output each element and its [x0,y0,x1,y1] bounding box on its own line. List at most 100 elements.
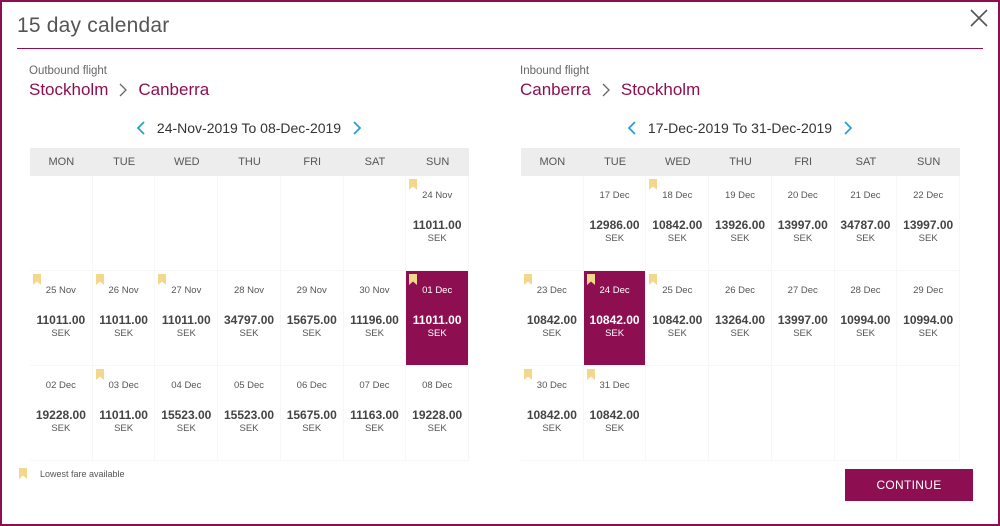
day-currency: SEK [114,423,134,434]
day-currency: SEK [364,423,384,434]
prev-arrow-icon[interactable] [135,120,147,136]
weekday-fri: FRI [794,156,813,168]
bookmark-icon [158,274,167,285]
day-currency: SEK [667,233,687,244]
day-cell[interactable]: 02 Dec 19228.00 SEK [30,366,92,460]
weekday-header: MON TUE WED THU FRI SAT SUN [521,148,960,176]
day-cell[interactable]: 28 Nov 34797.00 SEK [218,271,280,365]
day-price: 13997.00 [777,313,828,327]
empty-day-cell [646,366,709,460]
day-date: 05 Dec [233,380,265,391]
outbound-label: Outbound flight [29,65,108,77]
day-cell[interactable]: 05 Dec 15523.00 SEK [218,366,280,460]
day-currency: SEK [176,328,196,339]
continue-button[interactable]: CONTINUE [845,469,973,501]
calendar-week: 23 Dec 10842.00 SEK 24 Dec 10842.00 SEK 25 Dec… [521,271,960,366]
day-date: 24 Dec [599,285,630,296]
day-cell[interactable]: 27 Nov 11011.00 SEK [155,271,218,365]
inbound-range-nav: 17-Dec-2019 To 31-Dec-2019 [520,120,960,136]
day-date: 17 Dec [599,190,630,201]
outbound-panel: Outbound flight Stockholm Canberra 24-No… [29,60,469,461]
selected-day-cell[interactable]: 24 Dec 10842.00 SEK [583,271,646,365]
legend: Lowest fare available [19,468,125,479]
day-currency: SEK [51,423,71,434]
day-price: 34797.00 [223,313,275,327]
inbound-origin: Canberra [520,80,591,99]
day-cell[interactable]: 18 Dec 10842.00 SEK [646,176,709,270]
chevron-right-icon [119,83,128,97]
day-price: 10842.00 [526,313,577,327]
bookmark-icon [524,369,532,380]
day-date: 04 Dec [171,380,202,391]
day-date: 02 Dec [45,380,76,391]
day-cell[interactable]: 24 Nov 11011.00 SEK [406,176,469,270]
prev-arrow-icon[interactable] [626,120,638,136]
day-cell[interactable]: 31 Dec 10842.00 SEK [583,366,646,460]
day-cell[interactable]: 22 Dec 13997.00 SEK [897,176,960,270]
day-cell[interactable]: 06 Dec 15675.00 SEK [280,366,343,460]
day-currency: SEK [427,423,447,434]
weekday-sat: SAT [364,156,386,168]
day-cell[interactable]: 29 Dec 10994.00 SEK [897,271,960,365]
outbound-route: Stockholm Canberra [29,79,469,101]
calendar-week: 24 Nov 11011.00 SEK [30,176,469,271]
empty-day-cell [709,366,771,460]
day-date: 22 Dec [913,190,944,201]
day-currency: SEK [542,423,562,434]
day-cell[interactable]: 30 Nov 11196.00 SEK [343,271,406,365]
outbound-range-nav: 24-Nov-2019 To 08-Dec-2019 [29,120,469,136]
bookmark-icon [586,369,595,380]
day-date: 20 Dec [787,190,818,201]
empty-day-cell [92,176,155,270]
day-cell[interactable]: 29 Nov 15675.00 SEK [280,271,343,365]
day-cell[interactable]: 26 Nov 11011.00 SEK [92,271,155,365]
selected-day-cell[interactable]: 01 Dec 11011.00 SEK [406,271,469,365]
day-date: 03 Dec [108,380,139,391]
next-arrow-icon[interactable] [842,120,854,136]
inbound-destination: Stockholm [620,80,701,99]
day-date: 26 Nov [108,285,139,296]
day-currency: SEK [605,328,625,339]
day-cell[interactable]: 03 Dec 11011.00 SEK [92,366,155,460]
next-arrow-icon[interactable] [351,120,363,136]
inbound-calendar: MON TUE WED THU FRI SAT SUN 17 Dec 12986.… [521,148,960,461]
weekday-thu: THU [238,156,261,168]
day-cell[interactable]: 28 Dec 10994.00 SEK [834,271,897,365]
day-price: 11011.00 [36,313,86,327]
day-cell[interactable]: 08 Dec 19228.00 SEK [406,366,469,460]
day-cell[interactable]: 21 Dec 34787.00 SEK [834,176,897,270]
day-cell[interactable]: 26 Dec 13264.00 SEK [709,271,771,365]
weekday-wed: WED [664,156,691,168]
day-cell[interactable]: 19 Dec 13926.00 SEK [709,176,771,270]
day-price: 19228.00 [35,408,86,422]
day-price: 10842.00 [652,218,703,232]
day-cell[interactable]: 30 Dec 10842.00 SEK [521,366,583,460]
close-icon[interactable] [967,6,991,30]
day-currency: SEK [239,328,259,339]
day-cell[interactable]: 20 Dec 13997.00 SEK [771,176,834,270]
day-cell[interactable]: 07 Dec 11163.00 SEK [343,366,406,460]
day-cell[interactable]: 27 Dec 13997.00 SEK [771,271,834,365]
day-cell[interactable]: 25 Nov 11011.00 SEK [30,271,92,365]
day-date: 06 Dec [296,380,327,391]
day-price: 10994.00 [903,313,954,327]
day-currency: SEK [918,233,938,244]
inbound-label: Inbound flight [520,65,590,77]
bookmark-icon [649,274,658,285]
outbound-date-range: 24-Nov-2019 To 08-Dec-2019 [156,120,342,136]
day-currency: SEK [855,328,875,339]
day-currency: SEK [605,423,625,434]
weekday-thu: THU [729,156,752,168]
day-price: 10842.00 [652,313,703,327]
day-cell[interactable]: 25 Dec 10842.00 SEK [646,271,709,365]
day-currency: SEK [51,328,71,339]
day-date: 30 Dec [536,380,567,391]
day-cell[interactable]: 04 Dec 15523.00 SEK [155,366,218,460]
day-date: 28 Nov [233,285,265,296]
day-currency: SEK [730,328,750,339]
inbound-date-range: 17-Dec-2019 To 31-Dec-2019 [647,120,833,136]
day-cell[interactable]: 23 Dec 10842.00 SEK [521,271,583,365]
day-cell[interactable]: 17 Dec 12986.00 SEK [583,176,646,270]
day-price: 13997.00 [777,218,828,232]
